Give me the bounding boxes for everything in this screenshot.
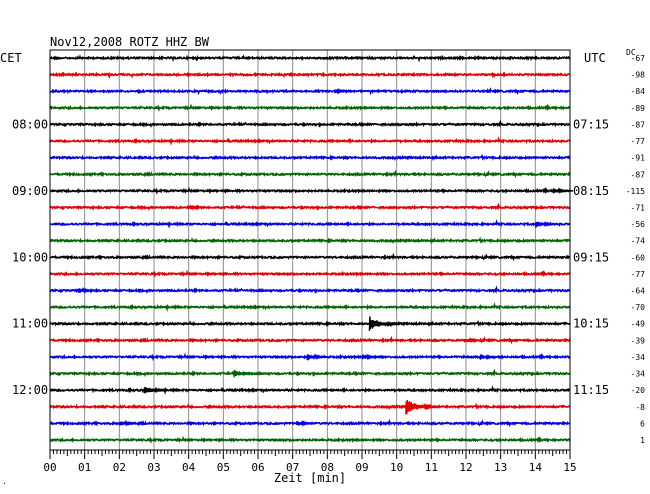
dc-offset-label: -34 [631, 353, 646, 362]
left-timezone-label: CET [0, 51, 22, 65]
trace-line [49, 385, 571, 395]
traces [49, 54, 574, 445]
right-timezone-label: UTC [584, 51, 606, 65]
left-time-label: 11:00 [12, 317, 48, 331]
left-time-label: 09:00 [12, 184, 48, 198]
right-time-label: 09:15 [573, 250, 609, 264]
dc-offset-label: -39 [631, 336, 646, 345]
dc-offset-label: -60 [631, 253, 646, 262]
event-signal [361, 353, 383, 361]
dc-offset-label: -98 [631, 71, 646, 80]
dc-offset-label: -84 [631, 87, 646, 96]
dc-offset-label: -87 [631, 120, 646, 129]
trace-line [49, 335, 571, 345]
trace-line [49, 219, 571, 229]
trace-line [49, 103, 571, 112]
x-tick-label: 10 [390, 461, 403, 474]
x-tick-label: 05 [217, 461, 230, 474]
x-tick-label: 12 [459, 461, 472, 474]
x-axis-label: Zeit [min] [274, 471, 346, 485]
trace-line [49, 186, 571, 196]
dc-offset-label: -77 [631, 270, 646, 279]
trace-line [49, 368, 571, 378]
dc-offset-label: 6 [640, 419, 645, 428]
x-tick-label: 07 [286, 461, 299, 474]
grid [84, 50, 536, 450]
x-tick-label: 14 [529, 461, 543, 474]
dc-offset-label: -49 [631, 320, 646, 329]
trace-line [49, 153, 571, 162]
trace-line [49, 319, 571, 328]
right-time-label: 07:15 [573, 117, 609, 131]
dc-offset-label: -74 [631, 237, 646, 246]
event-signal [368, 316, 400, 331]
trace-line [49, 285, 571, 295]
dc-offset-label: -115 [626, 187, 645, 196]
trace-line [49, 87, 571, 96]
labels: 08:00 09:00 10:00 11:00 12:00 07:15 08:15 09:15… [12, 54, 645, 445]
event-signal [465, 336, 485, 343]
trace-line [49, 302, 571, 312]
dc-offset-label: -70 [631, 303, 646, 312]
trace-line [49, 71, 571, 79]
dc-offset-label: -64 [631, 287, 646, 296]
trace-line [49, 236, 571, 245]
left-time-label: 12:00 [12, 383, 48, 397]
dc-offset-label: -34 [631, 370, 646, 379]
trace-line [49, 202, 571, 212]
x-tick-label: 11 [425, 461, 438, 474]
event-signal [535, 221, 559, 228]
corner-mark: . [2, 477, 7, 486]
right-time-label: 08:15 [573, 184, 609, 198]
trace-line [49, 135, 571, 146]
event-signal [295, 419, 317, 427]
dc-offset-label: -89 [631, 104, 646, 113]
x-tick-label: 09 [355, 461, 368, 474]
event-signal [188, 203, 208, 212]
event-signal [143, 386, 169, 394]
event-signal [77, 286, 99, 294]
x-tick-label: 00 [43, 461, 56, 474]
dc-offset-label: -8 [635, 403, 645, 412]
trace-line [49, 402, 571, 411]
dc-offset-label: -87 [631, 170, 646, 179]
x-tick-label: 02 [113, 461, 126, 474]
event-signal [405, 399, 439, 415]
x-tick-label: 15 [563, 461, 576, 474]
trace-line [49, 269, 571, 279]
left-time-label: 08:00 [12, 117, 48, 131]
trace-line [49, 169, 571, 179]
dc-offset-label: -91 [631, 154, 646, 163]
x-tick-label: 13 [494, 461, 507, 474]
dc-offset-label: -56 [631, 220, 646, 229]
event-signal [119, 419, 141, 427]
x-tick-label: 01 [78, 461, 91, 474]
dc-header-label: DC [626, 48, 636, 57]
x-tick-label: 08 [321, 461, 334, 474]
trace-line [49, 252, 571, 262]
trace-line [49, 119, 571, 129]
trace-line [49, 54, 571, 63]
dc-offset-label: -71 [631, 203, 646, 212]
trace-line [49, 435, 571, 445]
right-time-label: 10:15 [573, 317, 609, 331]
x-tick-label: 04 [182, 461, 196, 474]
event-signal [233, 369, 257, 378]
x-ticks: 00 01 02 03 04 05 06 07 08 09 10 11 12 13 14 15 [43, 450, 577, 474]
x-tick-label: 06 [251, 461, 264, 474]
event-signal [306, 353, 330, 361]
chart-title: Nov12,2008 ROTZ HHZ BW [50, 35, 210, 49]
left-time-label: 10:00 [12, 250, 48, 264]
x-tick-label: 03 [147, 461, 160, 474]
event-signal [334, 88, 353, 95]
dc-offset-label: 1 [640, 436, 645, 445]
dc-offset-label: -67 [631, 54, 646, 63]
right-time-label: 11:15 [573, 383, 609, 397]
event-signal [479, 354, 501, 361]
dc-offset-label: -20 [631, 386, 646, 395]
dc-offset-label: -77 [631, 137, 646, 146]
